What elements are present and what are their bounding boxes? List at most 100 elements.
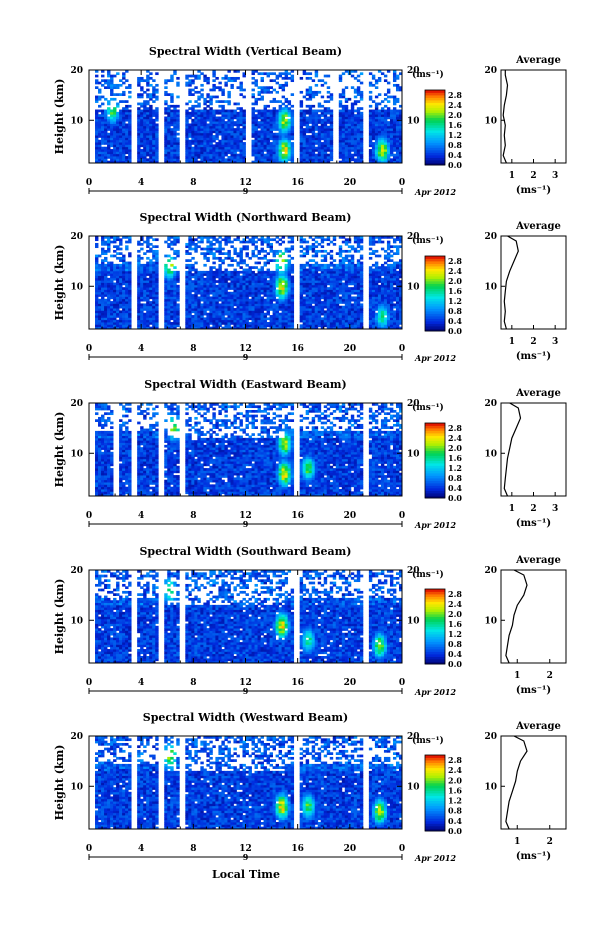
heatmap-cell — [329, 277, 334, 281]
heatmap-cell — [257, 270, 261, 274]
heatmap-cell — [218, 130, 222, 134]
heatmap-cell — [95, 111, 99, 115]
heatmap-cell — [299, 121, 304, 124]
colorbar-segment — [425, 97, 445, 101]
colorbar-segment — [425, 120, 445, 123]
heatmap-cell — [371, 160, 376, 164]
heatmap-cell — [341, 266, 346, 269]
heatmap-cell — [176, 118, 180, 122]
heatmap-cell — [206, 149, 210, 152]
heatmap-cell — [299, 270, 304, 274]
heatmap-cell — [140, 139, 144, 143]
heatmap-cell — [245, 247, 249, 251]
heatmap-cell — [104, 275, 108, 279]
heatmap-cell — [107, 139, 111, 143]
heatmap-cell — [323, 74, 328, 78]
heatmap-cell — [227, 95, 231, 99]
heatmap-cell — [326, 322, 331, 325]
heatmap-cell — [320, 130, 325, 134]
heatmap-cell — [212, 83, 216, 87]
heatmap-cell — [290, 289, 295, 293]
heatmap-cell — [263, 284, 267, 288]
heatmap-cell — [125, 156, 129, 159]
heatmap-cell — [308, 305, 313, 309]
heatmap-cell — [170, 296, 174, 300]
heatmap-cell — [191, 266, 195, 269]
heatmap-cell — [353, 139, 358, 143]
heatmap-cell — [203, 277, 207, 281]
heatmap-cell — [170, 153, 174, 157]
heatmap-cell — [278, 144, 283, 148]
heatmap-cell — [299, 123, 304, 127]
heatmap-cell — [194, 100, 198, 103]
heatmap-cell — [260, 277, 264, 281]
heatmap-cell — [338, 268, 343, 272]
heatmap-cell — [323, 312, 328, 316]
heatmap-cell — [197, 301, 201, 304]
heatmap-cell — [125, 139, 129, 143]
heatmap-cell — [125, 160, 129, 164]
heatmap-cell — [269, 287, 273, 290]
heatmap-cell — [206, 130, 210, 134]
heatmap-cell — [392, 111, 397, 115]
heatmap-cell — [359, 135, 364, 138]
heatmap-cell — [113, 116, 117, 120]
heatmap-cell — [341, 144, 346, 148]
heatmap-cell — [266, 289, 270, 293]
heatmap-cell — [314, 289, 319, 293]
heatmap-cell — [116, 102, 120, 106]
heatmap-cell — [242, 317, 246, 321]
heatmap-cell — [326, 252, 331, 255]
heatmap-cell — [170, 242, 174, 246]
heatmap-cell — [317, 319, 322, 323]
heatmap-cell — [329, 268, 334, 272]
heatmap-cell — [113, 296, 117, 300]
heatmap-cell — [332, 324, 337, 328]
heatmap-cell — [152, 270, 156, 274]
heatmap-cell — [320, 137, 325, 141]
heatmap-cell — [188, 315, 192, 318]
heatmap-cell — [341, 277, 346, 281]
heatmap-cell — [311, 266, 316, 269]
heatmap-cell — [176, 324, 180, 328]
heatmap-cell — [275, 303, 280, 307]
heatmap-cell — [125, 142, 129, 145]
heatmap-cell — [308, 294, 313, 297]
heatmap-cell — [173, 137, 177, 141]
heatmap-cell — [209, 298, 213, 302]
heatmap-cell — [200, 158, 204, 162]
heatmap-cell — [338, 137, 343, 141]
heatmap-cell — [227, 322, 231, 325]
heatmap-cell — [149, 305, 153, 309]
heatmap-cell — [191, 111, 195, 115]
heatmap-cell — [344, 158, 349, 162]
heatmap-cell — [320, 289, 325, 293]
heatmap-cell — [170, 270, 174, 274]
heatmap-cell — [299, 287, 304, 290]
heatmap-cell — [101, 236, 105, 239]
heatmap-cell — [239, 275, 243, 279]
heatmap-cell — [332, 287, 337, 290]
heatmap-cell — [197, 111, 201, 115]
heatmap-cell — [257, 252, 261, 255]
heatmap-cell — [287, 280, 292, 283]
heatmap-cell — [137, 109, 141, 113]
heatmap-cell — [338, 130, 343, 134]
heatmap-cell — [191, 242, 195, 246]
heatmap-cell — [269, 125, 273, 129]
heatmap-cell — [332, 277, 337, 281]
heatmap-cell — [326, 277, 331, 281]
heatmap-cell — [311, 160, 316, 164]
heatmap-cell — [143, 280, 147, 283]
heatmap-cell — [242, 238, 246, 242]
heatmap-cell — [254, 139, 258, 143]
heatmap-cell — [320, 322, 325, 325]
heatmap-cell — [311, 259, 316, 262]
heatmap-cell — [104, 81, 108, 85]
heatmap-cell — [368, 121, 373, 124]
heatmap-cell — [137, 111, 141, 115]
heatmap-cell — [95, 238, 99, 242]
heatmap-cell — [236, 287, 240, 290]
heatmap-cell — [101, 263, 105, 267]
heatmap-cell — [149, 270, 153, 274]
